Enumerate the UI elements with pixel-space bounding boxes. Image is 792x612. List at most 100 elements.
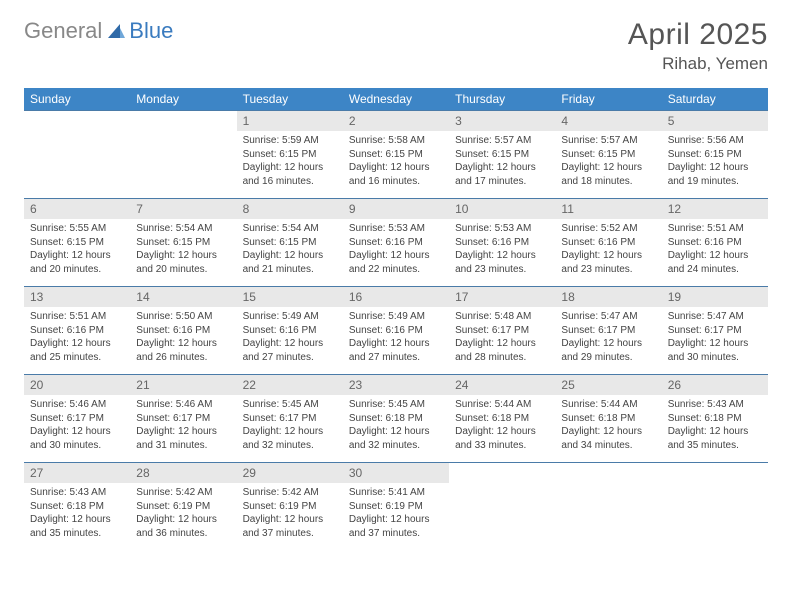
calendar-cell: 13Sunrise: 5:51 AMSunset: 6:16 PMDayligh… <box>24 287 130 375</box>
daylight-line: Daylight: 12 hours and 27 minutes. <box>349 337 443 364</box>
day-number: 22 <box>237 375 343 395</box>
sunrise-line: Sunrise: 5:53 AM <box>349 222 443 236</box>
sunrise-line: Sunrise: 5:46 AM <box>30 398 124 412</box>
sunset-line: Sunset: 6:15 PM <box>668 148 762 162</box>
calendar-cell: 18Sunrise: 5:47 AMSunset: 6:17 PMDayligh… <box>555 287 661 375</box>
day-details: Sunrise: 5:44 AMSunset: 6:18 PMDaylight:… <box>555 395 661 458</box>
day-details: Sunrise: 5:54 AMSunset: 6:15 PMDaylight:… <box>237 219 343 282</box>
daylight-line: Daylight: 12 hours and 20 minutes. <box>30 249 124 276</box>
sunset-line: Sunset: 6:19 PM <box>243 500 337 514</box>
day-number: 30 <box>343 463 449 483</box>
day-details: Sunrise: 5:46 AMSunset: 6:17 PMDaylight:… <box>24 395 130 458</box>
daylight-line: Daylight: 12 hours and 28 minutes. <box>455 337 549 364</box>
daylight-line: Daylight: 12 hours and 16 minutes. <box>243 161 337 188</box>
day-number: 21 <box>130 375 236 395</box>
sunrise-line: Sunrise: 5:45 AM <box>349 398 443 412</box>
calendar-cell: 26Sunrise: 5:43 AMSunset: 6:18 PMDayligh… <box>662 375 768 463</box>
day-number: 28 <box>130 463 236 483</box>
calendar-row: 6Sunrise: 5:55 AMSunset: 6:15 PMDaylight… <box>24 199 768 287</box>
sunset-line: Sunset: 6:17 PM <box>243 412 337 426</box>
day-details: Sunrise: 5:55 AMSunset: 6:15 PMDaylight:… <box>24 219 130 282</box>
sunrise-line: Sunrise: 5:54 AM <box>243 222 337 236</box>
sunrise-line: Sunrise: 5:42 AM <box>136 486 230 500</box>
weekday-header: Saturday <box>662 88 768 111</box>
sunrise-line: Sunrise: 5:51 AM <box>30 310 124 324</box>
calendar-cell: 5Sunrise: 5:56 AMSunset: 6:15 PMDaylight… <box>662 111 768 199</box>
day-number: 11 <box>555 199 661 219</box>
logo-word1: General <box>24 18 102 44</box>
daylight-line: Daylight: 12 hours and 25 minutes. <box>30 337 124 364</box>
sunrise-line: Sunrise: 5:49 AM <box>349 310 443 324</box>
logo: General Blue <box>24 18 173 44</box>
header: General Blue April 2025 Rihab, Yemen <box>24 18 768 74</box>
sunset-line: Sunset: 6:15 PM <box>561 148 655 162</box>
day-number: 13 <box>24 287 130 307</box>
calendar-cell: 8Sunrise: 5:54 AMSunset: 6:15 PMDaylight… <box>237 199 343 287</box>
sunrise-line: Sunrise: 5:59 AM <box>243 134 337 148</box>
calendar-cell: 25Sunrise: 5:44 AMSunset: 6:18 PMDayligh… <box>555 375 661 463</box>
sunrise-line: Sunrise: 5:47 AM <box>668 310 762 324</box>
calendar-cell: 22Sunrise: 5:45 AMSunset: 6:17 PMDayligh… <box>237 375 343 463</box>
day-details: Sunrise: 5:50 AMSunset: 6:16 PMDaylight:… <box>130 307 236 370</box>
daylight-line: Daylight: 12 hours and 33 minutes. <box>455 425 549 452</box>
day-number: 6 <box>24 199 130 219</box>
calendar-cell: 28Sunrise: 5:42 AMSunset: 6:19 PMDayligh… <box>130 463 236 551</box>
calendar-cell: 9Sunrise: 5:53 AMSunset: 6:16 PMDaylight… <box>343 199 449 287</box>
day-details: Sunrise: 5:45 AMSunset: 6:17 PMDaylight:… <box>237 395 343 458</box>
day-number: 12 <box>662 199 768 219</box>
day-number: 19 <box>662 287 768 307</box>
day-details: Sunrise: 5:57 AMSunset: 6:15 PMDaylight:… <box>449 131 555 194</box>
weekday-header: Wednesday <box>343 88 449 111</box>
daylight-line: Daylight: 12 hours and 17 minutes. <box>455 161 549 188</box>
daylight-line: Daylight: 12 hours and 37 minutes. <box>243 513 337 540</box>
day-details: Sunrise: 5:53 AMSunset: 6:16 PMDaylight:… <box>449 219 555 282</box>
sunrise-line: Sunrise: 5:58 AM <box>349 134 443 148</box>
day-details: Sunrise: 5:48 AMSunset: 6:17 PMDaylight:… <box>449 307 555 370</box>
sunset-line: Sunset: 6:15 PM <box>243 236 337 250</box>
page-title: April 2025 <box>628 18 768 52</box>
sunset-line: Sunset: 6:15 PM <box>136 236 230 250</box>
calendar-body: 1Sunrise: 5:59 AMSunset: 6:15 PMDaylight… <box>24 111 768 551</box>
day-number: 15 <box>237 287 343 307</box>
calendar-row: 13Sunrise: 5:51 AMSunset: 6:16 PMDayligh… <box>24 287 768 375</box>
day-number: 8 <box>237 199 343 219</box>
sunset-line: Sunset: 6:19 PM <box>136 500 230 514</box>
sunrise-line: Sunrise: 5:50 AM <box>136 310 230 324</box>
sunset-line: Sunset: 6:15 PM <box>455 148 549 162</box>
daylight-line: Daylight: 12 hours and 23 minutes. <box>561 249 655 276</box>
day-details: Sunrise: 5:43 AMSunset: 6:18 PMDaylight:… <box>24 483 130 546</box>
daylight-line: Daylight: 12 hours and 35 minutes. <box>30 513 124 540</box>
day-details: Sunrise: 5:59 AMSunset: 6:15 PMDaylight:… <box>237 131 343 194</box>
day-details: Sunrise: 5:42 AMSunset: 6:19 PMDaylight:… <box>130 483 236 546</box>
day-details: Sunrise: 5:45 AMSunset: 6:18 PMDaylight:… <box>343 395 449 458</box>
calendar-cell: 21Sunrise: 5:46 AMSunset: 6:17 PMDayligh… <box>130 375 236 463</box>
sunrise-line: Sunrise: 5:44 AM <box>561 398 655 412</box>
day-details: Sunrise: 5:56 AMSunset: 6:15 PMDaylight:… <box>662 131 768 194</box>
day-number: 23 <box>343 375 449 395</box>
sunrise-line: Sunrise: 5:42 AM <box>243 486 337 500</box>
day-number: 4 <box>555 111 661 131</box>
day-number: 1 <box>237 111 343 131</box>
calendar-cell: 4Sunrise: 5:57 AMSunset: 6:15 PMDaylight… <box>555 111 661 199</box>
weekday-header: Sunday <box>24 88 130 111</box>
day-details: Sunrise: 5:44 AMSunset: 6:18 PMDaylight:… <box>449 395 555 458</box>
daylight-line: Daylight: 12 hours and 36 minutes. <box>136 513 230 540</box>
calendar-cell: 17Sunrise: 5:48 AMSunset: 6:17 PMDayligh… <box>449 287 555 375</box>
calendar-cell: 6Sunrise: 5:55 AMSunset: 6:15 PMDaylight… <box>24 199 130 287</box>
sunrise-line: Sunrise: 5:54 AM <box>136 222 230 236</box>
day-details: Sunrise: 5:51 AMSunset: 6:16 PMDaylight:… <box>662 219 768 282</box>
sunset-line: Sunset: 6:16 PM <box>349 236 443 250</box>
logo-sail-icon <box>106 22 126 40</box>
weekday-header: Monday <box>130 88 236 111</box>
daylight-line: Daylight: 12 hours and 32 minutes. <box>349 425 443 452</box>
sunrise-line: Sunrise: 5:51 AM <box>668 222 762 236</box>
calendar-cell: 12Sunrise: 5:51 AMSunset: 6:16 PMDayligh… <box>662 199 768 287</box>
title-block: April 2025 Rihab, Yemen <box>628 18 768 74</box>
sunrise-line: Sunrise: 5:43 AM <box>668 398 762 412</box>
daylight-line: Daylight: 12 hours and 22 minutes. <box>349 249 443 276</box>
day-details: Sunrise: 5:57 AMSunset: 6:15 PMDaylight:… <box>555 131 661 194</box>
sunrise-line: Sunrise: 5:43 AM <box>30 486 124 500</box>
daylight-line: Daylight: 12 hours and 27 minutes. <box>243 337 337 364</box>
day-details: Sunrise: 5:43 AMSunset: 6:18 PMDaylight:… <box>662 395 768 458</box>
logo-word2: Blue <box>129 18 173 44</box>
